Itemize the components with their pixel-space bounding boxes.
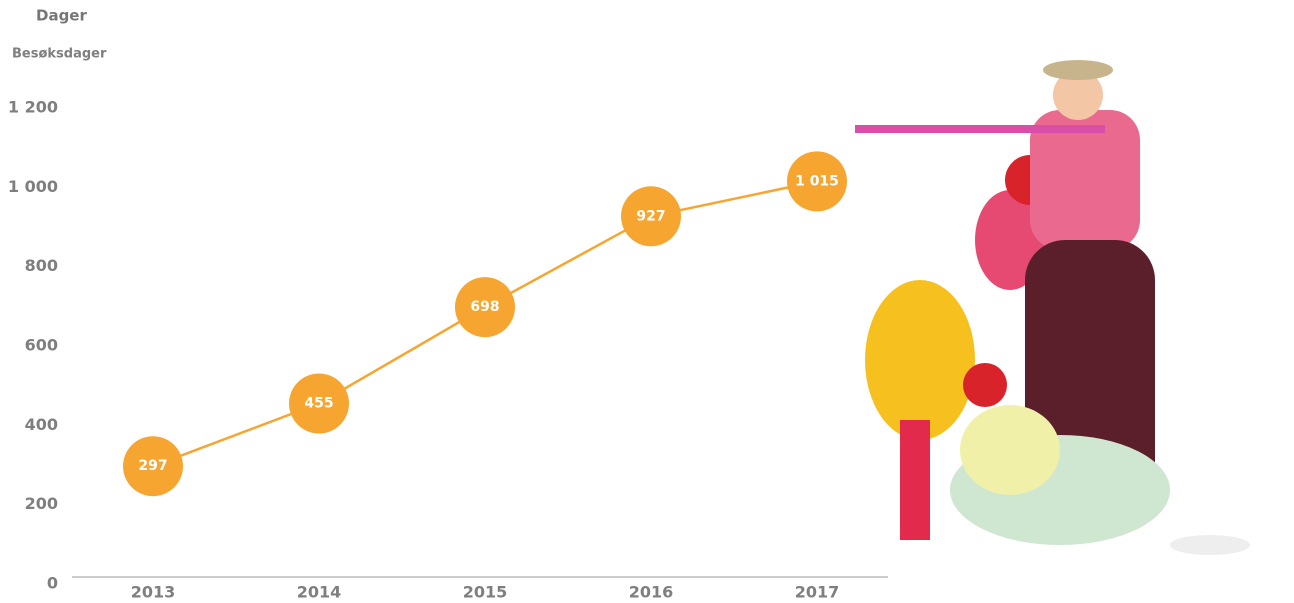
x-tick-label: 2014 <box>297 583 342 602</box>
y-tick-label: 400 <box>25 415 58 434</box>
y-tick-label: 0 <box>47 574 58 593</box>
unit-label: Dager <box>36 7 87 25</box>
point <box>787 151 847 212</box>
point <box>289 373 349 434</box>
point <box>455 277 515 338</box>
value-label: 1 015 <box>795 173 839 189</box>
point <box>123 436 183 497</box>
x-tick-label: 2017 <box>795 583 840 602</box>
y-tick-label: 1 200 <box>8 98 58 117</box>
y-axis-label: Besøksdager <box>12 47 107 62</box>
photo <box>855 60 1250 555</box>
y-tick-label: 200 <box>25 494 58 513</box>
value-label: 698 <box>470 299 499 315</box>
x-tick-label: 2013 <box>131 583 176 602</box>
y-tick-label: 800 <box>25 256 58 275</box>
value-label: 455 <box>304 396 333 412</box>
point <box>621 186 681 247</box>
y-tick-label: 600 <box>25 336 58 355</box>
x-tick-label: 2015 <box>463 583 508 602</box>
value-label: 927 <box>636 208 665 224</box>
y-tick-label: 1 000 <box>8 177 58 196</box>
x-tick-label: 2016 <box>629 583 674 602</box>
value-label: 297 <box>138 458 167 474</box>
